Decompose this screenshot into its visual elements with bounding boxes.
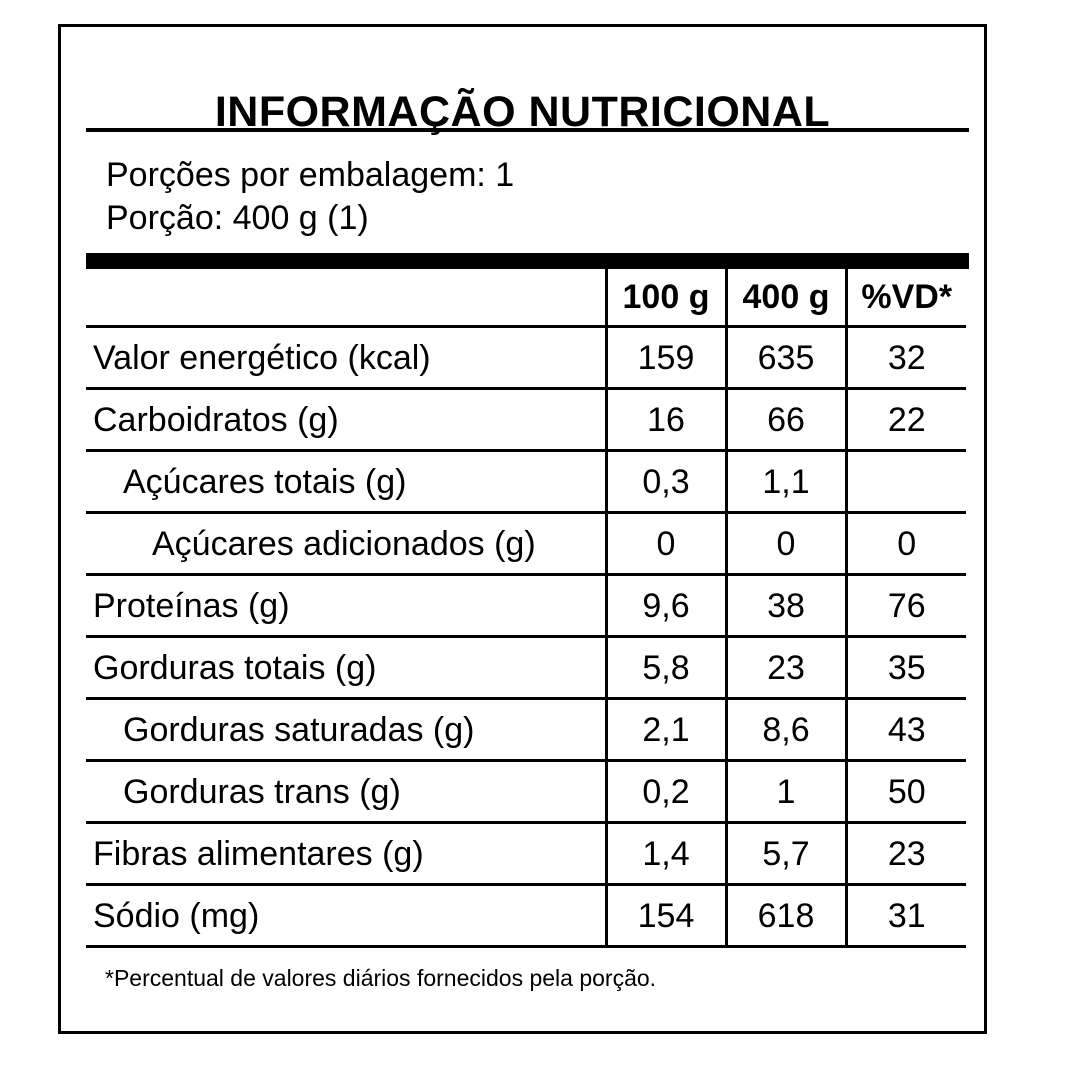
nutrient-name: Carboidratos (g) — [86, 388, 606, 452]
serving-size: Porção: 400 g (1) — [106, 199, 369, 237]
header-empty-cell — [86, 269, 606, 328]
value-per-100g: 154 — [604, 884, 726, 948]
value-per-100g: 1,4 — [604, 822, 726, 886]
value-per-portion: 1 — [724, 760, 846, 824]
value-per-100g: 2,1 — [604, 698, 726, 762]
value-daily-percent: 50 — [844, 760, 966, 824]
table-row: Gorduras saturadas (g) 2,1 8,6 43 — [86, 698, 966, 762]
column-header-daily-value: %VD* — [844, 269, 966, 328]
value-per-portion: 618 — [724, 884, 846, 948]
title-divider — [86, 128, 969, 132]
table-row: Proteínas (g) 9,6 38 76 — [86, 574, 966, 638]
value-per-portion: 0 — [724, 512, 846, 576]
value-per-100g: 0 — [604, 512, 726, 576]
value-per-100g: 5,8 — [604, 636, 726, 700]
value-daily-percent: 23 — [844, 822, 966, 886]
value-per-100g: 16 — [604, 388, 726, 452]
nutrient-name: Gorduras saturadas (g) — [86, 698, 606, 762]
value-daily-percent — [844, 450, 966, 514]
value-daily-percent: 0 — [844, 512, 966, 576]
nutrient-name: Valor energético (kcal) — [86, 326, 606, 390]
serving-info: Porções por embalagem: 1 Porção: 400 g (… — [106, 154, 514, 240]
value-daily-percent: 35 — [844, 636, 966, 700]
value-daily-percent: 22 — [844, 388, 966, 452]
table-row: Açúcares adicionados (g) 0 0 0 — [86, 512, 966, 576]
value-per-portion: 8,6 — [724, 698, 846, 762]
value-per-portion: 38 — [724, 574, 846, 638]
nutrient-name: Gorduras totais (g) — [86, 636, 606, 700]
value-per-100g: 0,3 — [604, 450, 726, 514]
value-per-portion: 635 — [724, 326, 846, 390]
nutrient-name: Açúcares totais (g) — [86, 450, 606, 514]
table-row: Gorduras trans (g) 0,2 1 50 — [86, 760, 966, 824]
value-daily-percent: 76 — [844, 574, 966, 638]
value-per-portion: 5,7 — [724, 822, 846, 886]
value-per-portion: 1,1 — [724, 450, 846, 514]
nutrient-name: Açúcares adicionados (g) — [86, 512, 606, 576]
thick-divider — [86, 253, 969, 269]
nutrient-name: Proteínas (g) — [86, 574, 606, 638]
daily-value-footnote: *Percentual de valores diários fornecido… — [105, 965, 657, 991]
table-row: Carboidratos (g) 16 66 22 — [86, 388, 966, 452]
value-per-100g: 0,2 — [604, 760, 726, 824]
column-header-per-portion: 400 g — [724, 269, 846, 328]
value-per-portion: 23 — [724, 636, 846, 700]
table-row: Sódio (mg) 154 618 31 — [86, 884, 966, 948]
value-per-portion: 66 — [724, 388, 846, 452]
table-row: Açúcares totais (g) 0,3 1,1 — [86, 450, 966, 514]
value-per-100g: 159 — [604, 326, 726, 390]
table-header-row: 100 g 400 g %VD* — [86, 269, 966, 328]
nutrition-facts-label: INFORMAÇÃO NUTRICIONAL Porções por embal… — [58, 24, 987, 1034]
nutrient-name: Fibras alimentares (g) — [86, 822, 606, 886]
value-daily-percent: 31 — [844, 884, 966, 948]
table-row: Valor energético (kcal) 159 635 32 — [86, 326, 966, 390]
table-row: Gorduras totais (g) 5,8 23 35 — [86, 636, 966, 700]
column-header-per-100g: 100 g — [604, 269, 726, 328]
table-row: Fibras alimentares (g) 1,4 5,7 23 — [86, 822, 966, 886]
value-daily-percent: 32 — [844, 326, 966, 390]
nutrition-table: 100 g 400 g %VD* Valor energético (kcal)… — [86, 269, 966, 948]
nutrient-name: Sódio (mg) — [86, 884, 606, 948]
value-daily-percent: 43 — [844, 698, 966, 762]
value-per-100g: 9,6 — [604, 574, 726, 638]
servings-per-package: Porções por embalagem: 1 — [106, 156, 515, 194]
nutrient-name: Gorduras trans (g) — [86, 760, 606, 824]
